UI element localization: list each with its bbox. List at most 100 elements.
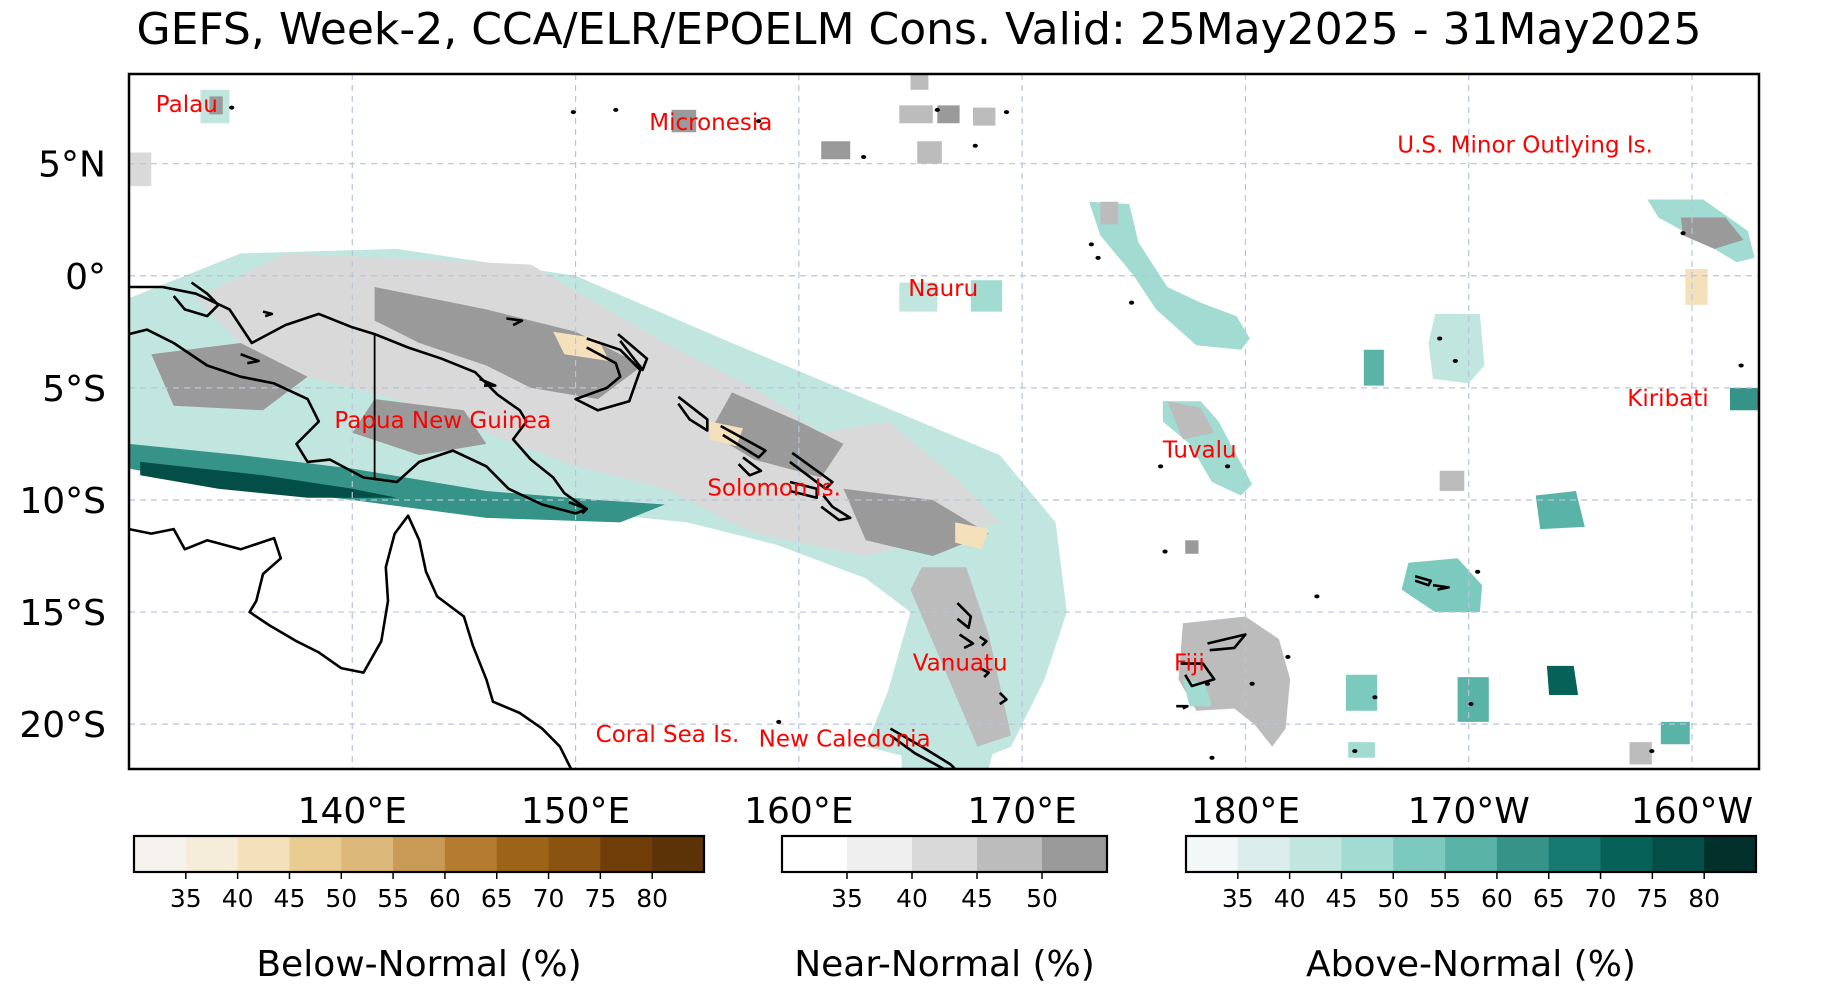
colorbar-swatch: [847, 836, 913, 872]
colorbar-swatch: [1393, 836, 1446, 872]
above-normal-region: [1457, 677, 1489, 722]
near-normal-region: [1439, 470, 1465, 491]
coastline: [998, 691, 1008, 706]
colorbar-swatch: [237, 836, 290, 872]
near-normal-region: [937, 105, 960, 124]
colorbar-tick-label: 60: [429, 884, 461, 913]
coastline: [129, 514, 573, 769]
below-normal-region: [1685, 269, 1708, 305]
lon-tick-label: 140°E: [298, 791, 407, 832]
colorbar-swatch: [341, 836, 394, 872]
coastline: [574, 337, 642, 412]
small-island: [972, 143, 978, 148]
above-normal-region: [899, 282, 938, 312]
near-normal-colorbar: 35 40 45 50 Near-Normal (%): [780, 834, 1109, 985]
coastline: [1414, 574, 1433, 587]
colorbar-tick-label: 75: [584, 884, 616, 913]
colorbar-swatch: [185, 836, 239, 872]
place-label: Vanuatu: [913, 650, 1008, 676]
colorbar-swatch: [600, 836, 653, 872]
above-normal-region: [1546, 665, 1579, 695]
lon-tick-label: 160°E: [744, 791, 853, 832]
colorbar-swatch: [1341, 836, 1394, 872]
coastline: [262, 310, 274, 318]
small-island: [613, 107, 619, 112]
coastline: [506, 317, 524, 327]
colorbar-tick-label: 40: [896, 884, 928, 913]
colorbar-tick-label: 55: [377, 884, 409, 913]
colorbar-swatch: [1289, 836, 1342, 872]
coastline: [789, 480, 819, 500]
colorbar-tick-label: 35: [1222, 884, 1254, 913]
small-island: [1352, 749, 1358, 754]
lat-tick-label: 0°: [65, 257, 106, 298]
colorbar-swatch: [1042, 836, 1108, 872]
coastline: [677, 395, 709, 432]
colorbar-swatch: [444, 836, 498, 872]
coastline: [172, 281, 220, 318]
place-label: Kiribati: [1627, 386, 1708, 412]
coastline: [958, 633, 975, 650]
colorbar-swatch: [1445, 836, 1498, 872]
small-island: [1157, 464, 1164, 469]
small-island: [1209, 755, 1215, 760]
small-island: [776, 719, 782, 724]
lon-tick-label: 170°E: [967, 791, 1076, 832]
colorbar-tick-label: 40: [222, 884, 254, 913]
colorbar-tick-label: 55: [1429, 884, 1461, 913]
near-normal-region: [1185, 540, 1199, 554]
colorbar-tick-label: 50: [1026, 884, 1058, 913]
colorbar-outline: [780, 834, 1109, 874]
lat-tick-label: 20°S: [19, 705, 106, 746]
colorbar-swatch: [1652, 836, 1705, 872]
coastline: [737, 456, 763, 477]
colorbar-swatch: [1496, 836, 1550, 872]
below-normal-region: [955, 522, 989, 550]
place-label: U.S. Minor Outlying Is.: [1397, 132, 1653, 158]
small-island: [1249, 681, 1255, 686]
gridlines: [129, 74, 1759, 769]
small-island: [570, 110, 576, 115]
small-island: [229, 105, 235, 110]
near-normal-region: [1100, 201, 1119, 225]
lon-tick-label: 150°E: [521, 791, 630, 832]
above-normal-region: [1348, 742, 1375, 758]
coastline: [889, 727, 957, 769]
below-normal-colorbar: 35 40 45 50 55 60 65 70 75 80 Below-Normal (%): [132, 834, 706, 985]
small-island: [1003, 110, 1010, 115]
lat-tick-label: 10°S: [19, 481, 106, 522]
colorbars: 35 40 45 50 55 60 65 70 75 80 Below-Normal (%) 35 40…: [132, 834, 1758, 985]
colorbar-tick-label: 65: [481, 884, 513, 913]
coastline: [479, 377, 497, 387]
coastline: [956, 602, 973, 630]
small-island: [1162, 549, 1168, 554]
lon-tick-label: 180°E: [1191, 791, 1300, 832]
coastline: [1207, 633, 1247, 652]
near-normal-region: [1167, 401, 1215, 440]
near-normal-region: [129, 152, 152, 187]
probability-shading-layer: [129, 74, 1759, 769]
colorbar-title: Above-Normal (%): [1306, 944, 1636, 985]
small-island: [1372, 695, 1378, 700]
above-normal-region: [1660, 721, 1690, 745]
coastline: [240, 352, 260, 365]
near-normal-region: [1629, 742, 1652, 765]
near-normal-region: [151, 343, 308, 411]
small-island: [861, 154, 867, 159]
near-normal-region: [843, 488, 989, 556]
above-normal-region: [1428, 313, 1485, 384]
small-island: [1224, 464, 1231, 469]
colorbar-swatch: [912, 836, 978, 872]
above-normal-colorbar: 35 40 45 50 55 60 65 70 75 80 Above-Normal (%): [1184, 834, 1758, 985]
place-label: Micronesia: [649, 110, 772, 136]
near-normal-region: [917, 141, 942, 164]
above-normal-region: [140, 461, 397, 498]
place-label: Solomon Is.: [707, 475, 841, 501]
colorbar-tick-label: 70: [533, 884, 565, 913]
coastline: [617, 333, 649, 372]
above-normal-region: [1730, 387, 1759, 411]
coastline: [1432, 583, 1450, 591]
colorbar-swatch: [652, 836, 705, 872]
colorbar-title: Near-Normal (%): [794, 944, 1095, 985]
